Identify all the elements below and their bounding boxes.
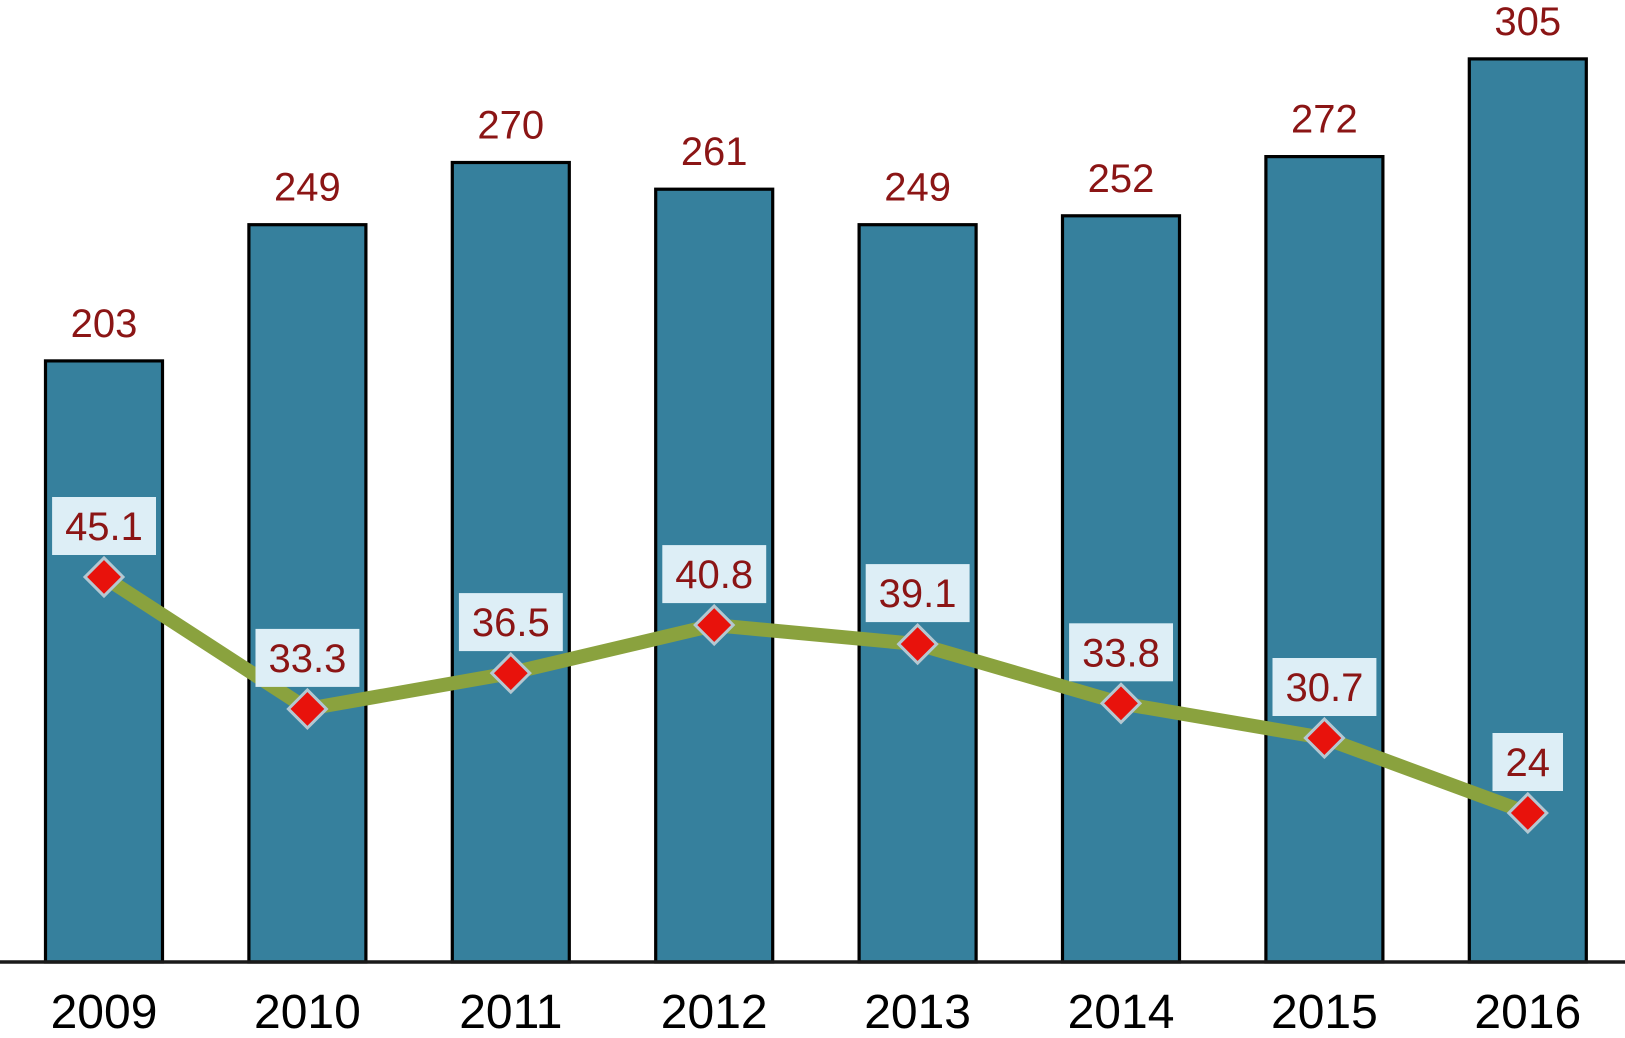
line-value-2013: 39.1 xyxy=(865,564,970,623)
line-value-label-2015: 30.7 xyxy=(1285,666,1363,710)
line-value-label-2009: 45.1 xyxy=(65,505,143,549)
line-marker-2015 xyxy=(1303,716,1346,760)
x-tick-label-2010: 2010 xyxy=(254,986,361,1038)
line-value-label-2012: 40.8 xyxy=(675,553,753,597)
line-value-box-2016 xyxy=(1492,733,1563,791)
line-marker-2011 xyxy=(489,652,532,695)
line-value-box-2010 xyxy=(255,628,360,687)
line-value-label-2010: 33.3 xyxy=(268,637,346,681)
line-marker-2009 xyxy=(82,555,126,599)
bar-value-label-2010: 249 xyxy=(274,166,341,210)
trend-line xyxy=(97,570,1535,820)
x-tick-label-2015: 2015 xyxy=(1271,986,1378,1038)
line-value-2009: 45.1 xyxy=(52,497,156,555)
line-value-box-2013 xyxy=(865,564,970,623)
bar-value-label-2013: 249 xyxy=(884,166,951,210)
line-value-box-2014 xyxy=(1069,623,1173,682)
line-value-box-2015 xyxy=(1272,658,1377,716)
bar-value-label-2011: 270 xyxy=(477,104,544,148)
bar-2010 xyxy=(247,223,368,964)
line-value-2015: 30.7 xyxy=(1272,658,1377,716)
x-tick-label-2009: 2009 xyxy=(51,986,158,1038)
bar-value-label-2016: 305 xyxy=(1494,0,1561,44)
line-value-label-2014: 33.8 xyxy=(1082,631,1160,675)
line-value-box-2011 xyxy=(458,593,563,652)
bar-2009 xyxy=(43,359,165,964)
line-value-2011: 36.5 xyxy=(458,593,563,652)
line-value-label-2013: 39.1 xyxy=(879,572,957,616)
bar-2015 xyxy=(1264,155,1385,964)
line-value-2010: 33.3 xyxy=(255,628,360,687)
x-tick-label-2014: 2014 xyxy=(1068,986,1175,1038)
bar-value-label-2015: 272 xyxy=(1291,98,1358,142)
bar-value-label-2009: 203 xyxy=(71,302,138,346)
line-value-2014: 33.8 xyxy=(1069,623,1173,682)
line-marker-2013 xyxy=(896,622,939,666)
x-tick-label-2013: 2013 xyxy=(864,986,971,1038)
line-value-label-2016: 24 xyxy=(1506,741,1551,785)
bar-2014 xyxy=(1060,214,1182,964)
bar-value-label-2012: 261 xyxy=(681,130,748,174)
bar-2016 xyxy=(1467,57,1588,964)
line-marker-2012 xyxy=(693,603,736,647)
line-marker-2014 xyxy=(1099,682,1143,725)
line-value-box-2012 xyxy=(662,545,767,604)
line-value-box-2009 xyxy=(52,497,156,555)
line-value-2016: 24 xyxy=(1492,733,1563,791)
bar-2011 xyxy=(450,160,571,964)
x-tick-label-2012: 2012 xyxy=(661,986,768,1038)
line-marker-2010 xyxy=(286,687,329,731)
line-marker-2016 xyxy=(1506,791,1549,835)
line-value-2012: 40.8 xyxy=(662,545,767,604)
x-tick-label-2011: 2011 xyxy=(459,986,562,1038)
bar-value-label-2014: 252 xyxy=(1088,157,1155,201)
line-value-label-2011: 36.5 xyxy=(472,601,550,645)
x-tick-label-2016: 2016 xyxy=(1474,986,1581,1038)
